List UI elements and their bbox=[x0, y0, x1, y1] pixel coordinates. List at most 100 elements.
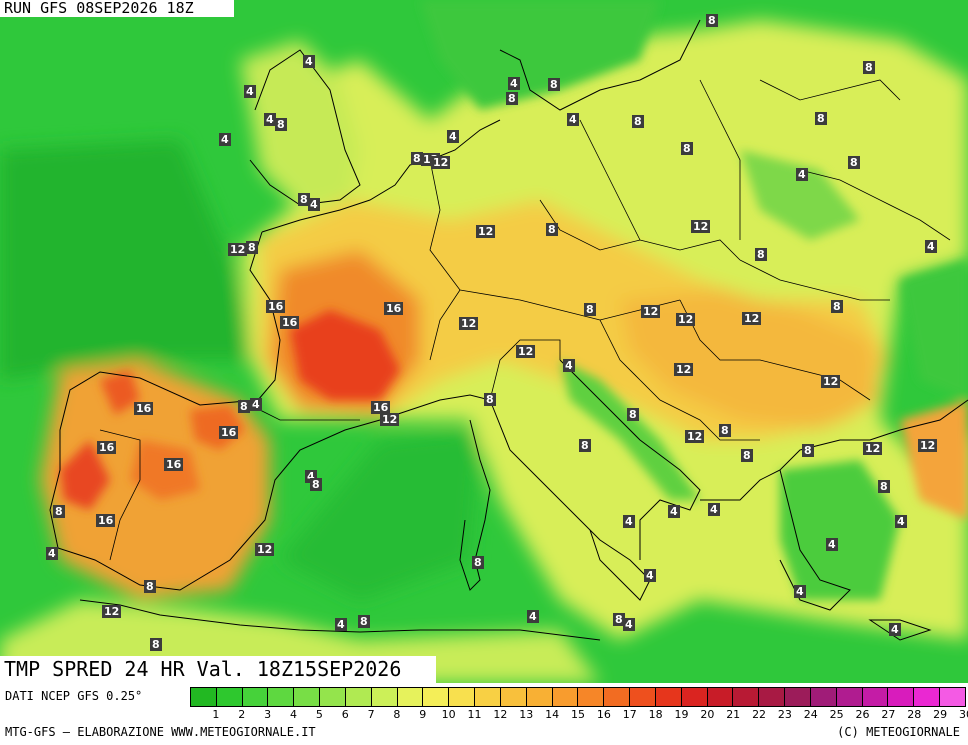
colorbar-tick-label: 30 bbox=[959, 708, 968, 721]
map-value-label: 8 bbox=[632, 115, 644, 128]
credit-text: MTG-GFS – ELABORAZIONE WWW.METEOGIORNALE… bbox=[5, 725, 316, 739]
map-value-label: 12 bbox=[476, 225, 496, 238]
map-value-label: 8 bbox=[613, 613, 625, 626]
colorbar-swatch bbox=[552, 688, 579, 706]
colorbar-swatch bbox=[449, 688, 476, 706]
map-value-label: 8 bbox=[831, 300, 843, 313]
colorbar-tick-label: 1 bbox=[212, 708, 220, 721]
map-value-label: 8 bbox=[627, 408, 639, 421]
map-value-label: 12 bbox=[431, 156, 451, 169]
colorbar-swatch bbox=[268, 688, 295, 706]
map-value-label: 8 bbox=[681, 142, 693, 155]
colorbar-swatch bbox=[345, 688, 372, 706]
colorbar-swatch bbox=[526, 688, 553, 706]
map-value-label: 4 bbox=[623, 618, 635, 631]
map-value-label: 4 bbox=[264, 113, 276, 126]
colorbar-tick-label: 17 bbox=[622, 708, 637, 721]
colorbar-swatch bbox=[940, 688, 965, 706]
colorbar bbox=[190, 687, 966, 707]
map-value-label: 12 bbox=[676, 313, 696, 326]
colorbar-swatch bbox=[655, 688, 682, 706]
map-value-label: 8 bbox=[863, 61, 875, 74]
colorbar-swatch bbox=[707, 688, 734, 706]
map-value-label: 4 bbox=[925, 240, 937, 253]
map-value-label: 8 bbox=[298, 193, 310, 206]
colorbar-tick-label: 18 bbox=[648, 708, 663, 721]
colorbar-swatch bbox=[785, 688, 811, 706]
map-value-label: 8 bbox=[741, 449, 753, 462]
colorbar-swatch bbox=[500, 688, 527, 706]
map-value-label: 12 bbox=[918, 439, 938, 452]
copyright-text: (C) METEOGIORNALE bbox=[837, 725, 960, 739]
map-value-label: 4 bbox=[889, 623, 901, 636]
colorbar-tick-label: 19 bbox=[674, 708, 689, 721]
data-source: DATI NCEP GFS 0.25° bbox=[5, 689, 143, 703]
colorbar-tick-label: 16 bbox=[596, 708, 611, 721]
colorbar-tick-label: 22 bbox=[752, 708, 767, 721]
map-value-label: 12 bbox=[685, 430, 705, 443]
map-value-label: 4 bbox=[219, 133, 231, 146]
map-value-label: 4 bbox=[708, 503, 720, 516]
map-value-label: 8 bbox=[546, 223, 558, 236]
map-value-label: 12 bbox=[742, 312, 762, 325]
colorbar-swatch bbox=[320, 688, 346, 706]
map-value-label: 16 bbox=[219, 426, 239, 439]
map-value-label: 8 bbox=[719, 424, 731, 437]
map-value-label: 4 bbox=[308, 198, 320, 211]
colorbar-swatch bbox=[475, 688, 501, 706]
map-value-label: 12 bbox=[516, 345, 536, 358]
map-value-label: 4 bbox=[567, 113, 579, 126]
map-value-label: 4 bbox=[447, 130, 459, 143]
map-value-label: 8 bbox=[579, 439, 591, 452]
map-value-label: 4 bbox=[508, 77, 520, 90]
colorbar-swatch bbox=[759, 688, 786, 706]
map-value-label: 16 bbox=[371, 401, 391, 414]
colorbar-swatch bbox=[397, 688, 424, 706]
colorbar-tick-label: 25 bbox=[829, 708, 844, 721]
colorbar-tick-label: 5 bbox=[315, 708, 323, 721]
map-value-label: 8 bbox=[310, 478, 322, 491]
map-value-label: 12 bbox=[255, 543, 275, 556]
colorbar-tick-label: 2 bbox=[238, 708, 246, 721]
map-value-label: 4 bbox=[668, 505, 680, 518]
footer: DATI NCEP GFS 0.25° 1 2 3 4 5 6 7 8 9 10 11 12 13 14 1… bbox=[0, 683, 968, 745]
map-value-label: 12 bbox=[863, 442, 883, 455]
colorbar-tick-label: 4 bbox=[289, 708, 297, 721]
map-value-label: 8 bbox=[484, 393, 496, 406]
map-value-label: 8 bbox=[706, 14, 718, 27]
map-value-label: 4 bbox=[826, 538, 838, 551]
colorbar-swatch bbox=[578, 688, 605, 706]
map-value-label: 4 bbox=[244, 85, 256, 98]
colorbar-tick-label: 20 bbox=[700, 708, 715, 721]
map-value-label: 16 bbox=[96, 514, 116, 527]
colorbar-tick-label: 27 bbox=[881, 708, 896, 721]
map-value-label: 4 bbox=[46, 547, 58, 560]
map-value-label: 12 bbox=[821, 375, 841, 388]
colorbar-tick-label: 15 bbox=[571, 708, 585, 721]
colorbar-tick-label: 10 bbox=[441, 708, 456, 721]
map-value-label: 16 bbox=[164, 458, 184, 471]
map-value-label: 16 bbox=[134, 402, 154, 415]
map-value-label: 12 bbox=[228, 243, 248, 256]
colorbar-ticks: 1 2 3 4 5 6 7 8 9 10 11 12 13 14 15 16 17 18 19 20 21 22 23 24 2… bbox=[190, 708, 968, 722]
colorbar-swatch bbox=[914, 688, 941, 706]
map-value-label: 12 bbox=[641, 305, 661, 318]
colorbar-tick-label: 8 bbox=[393, 708, 401, 721]
colorbar-tick-label: 3 bbox=[264, 708, 272, 721]
map-value-label: 8 bbox=[238, 400, 250, 413]
coastlines bbox=[49, 19, 968, 641]
colorbar-swatch bbox=[681, 688, 708, 706]
map-value-label: 4 bbox=[794, 585, 806, 598]
map-title: TMP SPRED 24 HR Val. 18Z15SEP2026 bbox=[0, 656, 436, 683]
map-value-label: 12 bbox=[691, 220, 711, 233]
map-value-label: 16 bbox=[280, 316, 300, 329]
map-value-label: 8 bbox=[584, 303, 596, 316]
map-value-label: 4 bbox=[527, 610, 539, 623]
colorbar-tick-label: 26 bbox=[855, 708, 870, 721]
map-value-label: 4 bbox=[250, 398, 262, 411]
colorbar-swatch bbox=[888, 688, 915, 706]
map-value-label: 16 bbox=[384, 302, 404, 315]
map-value-label: 8 bbox=[53, 505, 65, 518]
map-value-label: 8 bbox=[358, 615, 370, 628]
colorbar-swatch bbox=[630, 688, 656, 706]
